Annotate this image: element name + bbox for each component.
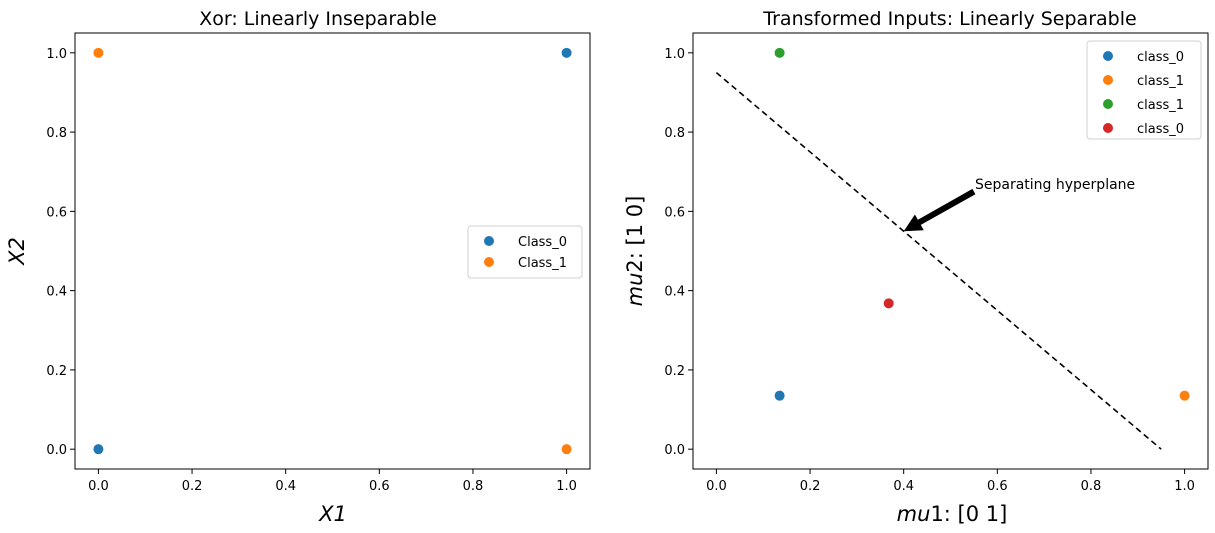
- legend-marker: [1103, 75, 1113, 85]
- y-tick-label: 0.8: [46, 126, 67, 141]
- chart-1-y-axis-label-text: X2: [5, 237, 29, 266]
- chart-2-y-axis-label-plain: 2: [1 0]: [623, 196, 647, 273]
- legend-marker: [1103, 51, 1113, 61]
- chart-2-annotation-text: Separating hyperplane: [975, 177, 1135, 193]
- x-tick-label: 0.4: [893, 479, 914, 494]
- y-tick-label: 0.4: [664, 285, 685, 300]
- chart-1-title: Xor: Linearly Inseparable: [199, 8, 437, 30]
- chart-2-plot-area: [692, 32, 1209, 470]
- chart-2-y-axis-label: mu2: [1 0]: [623, 196, 647, 307]
- chart-2-y-axis-label-italic: mu: [623, 273, 647, 307]
- legend-label: class_1: [1137, 98, 1184, 113]
- y-tick-label: 0.8: [664, 126, 685, 141]
- x-tick-label: 1.0: [1174, 479, 1195, 494]
- x-tick-label: 0.6: [987, 479, 1008, 494]
- chart-2-legend: class_0 class_1 class_1 class_0: [1086, 40, 1202, 140]
- legend-label: class_0: [1137, 122, 1184, 137]
- legend-marker: [1103, 99, 1113, 109]
- x-tick-label: 0.2: [182, 479, 203, 494]
- chart-2-x-axis: 0.0 0.2 0.4 0.6 0.8 1.0: [706, 469, 1195, 494]
- chart-1-x-axis-label-text: X1: [318, 502, 347, 526]
- chart-2-y-axis: 0.0 0.2 0.4 0.6 0.8 1.0: [664, 47, 693, 458]
- x-tick-label: 1.0: [556, 479, 577, 494]
- legend-label: Class_1: [518, 256, 567, 271]
- y-tick-label: 0.2: [46, 364, 67, 379]
- legend-label: class_0: [1137, 50, 1184, 65]
- chart-1-points: [93, 47, 572, 455]
- chart-1-x-axis: 0.0 0.2 0.4 0.6 0.8 1.0: [88, 469, 577, 494]
- data-point-class-0: [561, 47, 572, 58]
- y-tick-label: 0.6: [664, 205, 685, 220]
- chart-2-x-axis-label-italic: mu: [897, 502, 931, 526]
- chart-1-y-axis-label: X2: [5, 237, 29, 266]
- chart-1: Xor: Linearly Inseparable 0.0 0.2 0.4 0.6 0.…: [5, 8, 591, 526]
- y-tick-label: 0.6: [46, 205, 67, 220]
- chart-1-plot-area: [74, 32, 591, 470]
- x-tick-label: 0.4: [275, 479, 296, 494]
- chart-2-legend-box: [1086, 40, 1202, 140]
- annotation-arrow: [903, 188, 976, 232]
- x-tick-label: 0.8: [1081, 479, 1102, 494]
- chart-2: Transformed Inputs: Linearly Separable 0…: [623, 8, 1209, 526]
- data-point-class-1: [93, 47, 104, 58]
- chart-1-y-axis: 0.0 0.2 0.4 0.6 0.8 1.0: [46, 47, 75, 458]
- chart-1-legend-box: [467, 225, 583, 279]
- data-point-class-1: [774, 47, 785, 58]
- legend-label: Class_0: [518, 235, 567, 250]
- data-point-class-1: [561, 444, 572, 455]
- data-point-class-0: [883, 298, 894, 309]
- data-point-class-1: [1179, 390, 1190, 401]
- x-tick-label: 0.0: [706, 479, 727, 494]
- legend-marker: [484, 236, 494, 246]
- chart-2-title: Transformed Inputs: Linearly Separable: [762, 8, 1136, 30]
- chart-1-legend: Class_0 Class_1: [467, 225, 583, 279]
- chart-1-x-axis-label: X1: [318, 502, 347, 526]
- y-tick-label: 0.2: [664, 364, 685, 379]
- y-tick-label: 0.4: [46, 285, 67, 300]
- y-tick-label: 0.0: [46, 443, 67, 458]
- chart-2-annotation: Separating hyperplane: [903, 177, 1135, 232]
- data-point-class-0: [774, 390, 785, 401]
- y-tick-label: 0.0: [664, 443, 685, 458]
- x-tick-label: 0.6: [369, 479, 390, 494]
- y-tick-label: 1.0: [664, 47, 685, 62]
- legend-marker: [1103, 123, 1113, 133]
- chart-2-lines: [715, 72, 1162, 450]
- separating-hyperplane-line: [715, 72, 1162, 450]
- x-tick-label: 0.0: [88, 479, 109, 494]
- legend-label: class_1: [1137, 74, 1184, 89]
- legend-marker: [484, 257, 494, 267]
- chart-2-x-axis-label: mu1: [0 1]: [897, 502, 1008, 526]
- chart-2-points: [774, 47, 1190, 401]
- x-tick-label: 0.2: [800, 479, 821, 494]
- x-tick-label: 0.8: [463, 479, 484, 494]
- chart-2-x-axis-label-plain: 1: [0 1]: [930, 502, 1007, 526]
- data-point-class-0: [93, 444, 104, 455]
- y-tick-label: 1.0: [46, 47, 67, 62]
